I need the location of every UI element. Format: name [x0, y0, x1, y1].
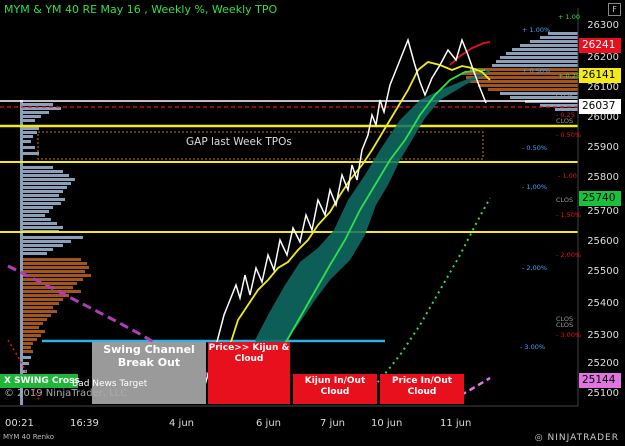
red-dotted-line — [7, 339, 41, 403]
clos-label: CLOS — [556, 321, 574, 329]
price-label: 25300 — [587, 330, 619, 341]
price-kijun-line1: Price>> Kijun & — [208, 343, 290, 353]
pct-label: - 1.50% — [556, 211, 582, 219]
bad-news-text: Bad News Target — [72, 379, 148, 389]
price-line — [197, 37, 487, 403]
price-label: 26300 — [587, 20, 619, 31]
swing-channel-line2: Break Out — [117, 356, 181, 369]
price-label: 26100 — [587, 82, 619, 93]
time-label: 16:39 — [70, 418, 99, 429]
pct-label: + 1.00% — [522, 26, 551, 34]
chart-menu-button[interactable]: F — [608, 3, 621, 16]
kijun-inout-text: Kijun In/Out Cloud — [293, 376, 377, 398]
price-inout-text: Price In/Out Cloud — [380, 376, 464, 398]
clos-label: CLOS — [556, 92, 574, 100]
kijun-inout-line2: Cloud — [320, 387, 350, 397]
price-label: 25400 — [587, 298, 619, 309]
swing-channel-line1: Swing Channel — [103, 343, 195, 356]
pct-label: - 2,00% — [522, 264, 548, 272]
time-label: 6 jun — [256, 418, 281, 429]
clos-label: CLOS — [556, 117, 574, 125]
clos-label: CLOS — [556, 196, 574, 204]
clos-label: CLOS — [556, 315, 574, 323]
logo-text: NINJATRADER — [547, 433, 619, 443]
price-label: 26000 — [587, 112, 619, 123]
pct-label: - 1.00 — [558, 172, 577, 180]
price-label: 25600 — [587, 236, 619, 247]
green-dotted-line — [354, 197, 491, 403]
copyright-text: © 2019 NinjaTrader, LLC — [4, 388, 128, 399]
time-label: 00:21 — [5, 418, 34, 429]
reference-lines — [0, 100, 578, 343]
pct-label: + 1.00 — [558, 13, 580, 21]
pct-label: - 0.50% — [556, 131, 582, 139]
tenkan-line — [229, 61, 491, 346]
price-label: 25500 — [587, 266, 619, 277]
kijun-inout-line1: Kijun In/Out — [304, 376, 366, 386]
swing-channel-box — [92, 342, 206, 404]
price-label: 26200 — [587, 52, 619, 63]
time-label: 7 jun — [320, 418, 345, 429]
price-inout-box — [380, 374, 464, 404]
pct-label: - 0.50% — [522, 144, 548, 152]
price-kijun-text: Price>> Kijun & Cloud — [208, 343, 290, 365]
price-tag-white: 26037 — [579, 99, 621, 114]
price-tag-yellow: 26141 — [579, 68, 621, 83]
price-tag-red: 26241 — [579, 38, 621, 53]
price-label: 25700 — [587, 206, 619, 217]
price-label: 25200 — [587, 358, 619, 369]
swing-channel-text: Swing Channel Break Out — [92, 343, 206, 369]
ichimoku-cloud — [255, 70, 490, 360]
price-inout-line1: Price In/Out — [391, 376, 453, 386]
price-tag-pink: 25144 — [579, 373, 621, 388]
pink-dashed-line — [451, 376, 491, 402]
price-label: 25100 — [587, 388, 619, 399]
pct-label: - 3.00% — [520, 343, 546, 351]
price-kijun-line2: Cloud — [234, 354, 264, 364]
price-label: 25800 — [587, 172, 619, 183]
logo-icon: ◎ — [534, 433, 548, 443]
pct-label: - 0.25 — [556, 111, 575, 119]
pct-label: - 2.00% — [556, 251, 582, 259]
time-label: 4 jun — [169, 418, 194, 429]
pct-label: - 3.00% — [556, 331, 582, 339]
kijun-line — [249, 69, 486, 403]
time-label: 10 jun — [371, 418, 403, 429]
instrument-label: MYM 40 Renko — [3, 433, 55, 441]
time-label: 11 jun — [440, 418, 472, 429]
pct-label: + 0.25 — [558, 72, 580, 80]
pct-label: + 0.50% — [522, 67, 551, 75]
pct-label: - 1,00% — [522, 183, 548, 191]
price-kijun-box — [208, 342, 290, 404]
price-inout-line2: Cloud — [407, 387, 437, 397]
ninjatrader-logo: ◎ NINJATRADER — [535, 433, 619, 443]
x-swing-box — [0, 374, 78, 388]
chart-title: MYM & YM 40 RE May 16 , Weekly %, Weekly… — [4, 3, 278, 16]
price-tag-green: 25740 — [579, 191, 621, 206]
x-swing-text: X SWING Cross — [4, 376, 80, 386]
gap-label: GAP last Week TPOs — [186, 136, 292, 148]
tpo-profile-right — [462, 32, 578, 111]
price-label: 25900 — [587, 142, 619, 153]
tpo-profile-left — [20, 100, 91, 405]
kijun-inout-box — [293, 374, 377, 404]
